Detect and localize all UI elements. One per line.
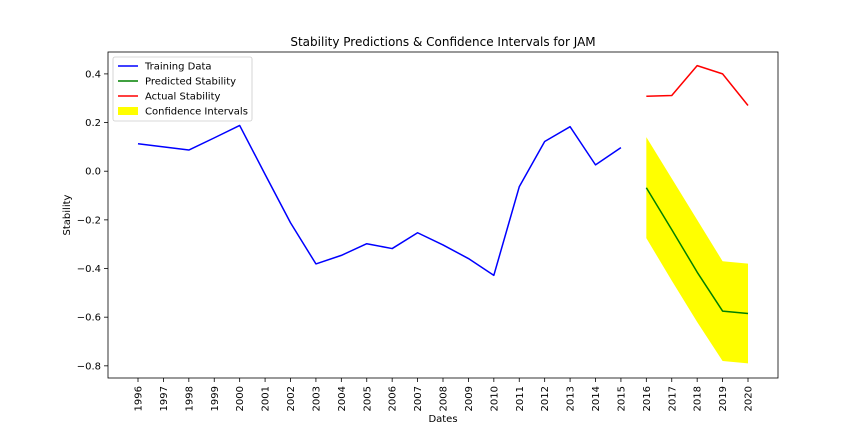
x-tick-label: 2005 xyxy=(362,386,373,411)
x-tick-label: 2017 xyxy=(667,386,678,411)
y-tick-label: 0.4 xyxy=(85,69,101,80)
x-tick-label: 1997 xyxy=(159,386,170,411)
legend-label: Predicted Stability xyxy=(145,77,236,88)
y-tick-label: −0.4 xyxy=(77,264,101,275)
x-tick-label: 2012 xyxy=(540,386,551,411)
x-tick-label: 2011 xyxy=(515,386,526,411)
legend-swatch xyxy=(118,107,138,115)
x-tick-label: 2015 xyxy=(616,386,627,411)
actual-stability-line xyxy=(646,64,749,106)
x-tick-label: 2003 xyxy=(311,386,322,411)
confidence-band xyxy=(646,137,748,364)
x-tick-label: 2010 xyxy=(489,386,500,411)
x-tick-label: 2018 xyxy=(693,386,704,411)
y-tick-label: 0.2 xyxy=(85,118,101,129)
legend-label: Actual Stability xyxy=(145,92,221,103)
legend-label: Training Data xyxy=(144,62,212,73)
x-tick-label: 2008 xyxy=(439,386,450,411)
x-axis-label: Dates xyxy=(428,414,457,425)
y-tick-label: −0.6 xyxy=(77,313,101,324)
x-tick-label: 2004 xyxy=(337,386,348,411)
x-tick-label: 2020 xyxy=(744,386,755,411)
y-tick-label: −0.8 xyxy=(77,361,101,372)
legend: Training Data Predicted Stability Actual S… xyxy=(112,56,253,122)
y-axis-label: Stability xyxy=(62,194,73,235)
x-tick-label: 2002 xyxy=(286,386,297,411)
y-tick-label: 0.0 xyxy=(85,167,101,178)
x-tick-label: 2009 xyxy=(464,386,475,411)
x-tick-label: 2007 xyxy=(413,386,424,411)
x-tick-label: 2006 xyxy=(388,386,399,411)
x-tick-label: 2000 xyxy=(235,386,246,411)
x-tick-label: 1996 xyxy=(134,386,145,411)
x-tick-label: 2019 xyxy=(718,386,729,411)
x-tick-label: 2016 xyxy=(642,386,653,411)
legend-label: Confidence Intervals xyxy=(145,107,248,118)
y-tick-label: −0.2 xyxy=(77,215,101,226)
x-tick-label: 1999 xyxy=(210,386,221,411)
training-data-line xyxy=(137,124,622,277)
x-tick-label: 1998 xyxy=(184,386,195,411)
chart-title: Stability Predictions & Confidence Inter… xyxy=(290,35,595,49)
x-tick-label: 2014 xyxy=(591,386,602,411)
predicted-stability-line xyxy=(645,187,749,315)
x-tick-label: 2013 xyxy=(566,386,577,411)
x-tick-label: 2001 xyxy=(261,386,272,411)
legend-box xyxy=(112,56,253,122)
